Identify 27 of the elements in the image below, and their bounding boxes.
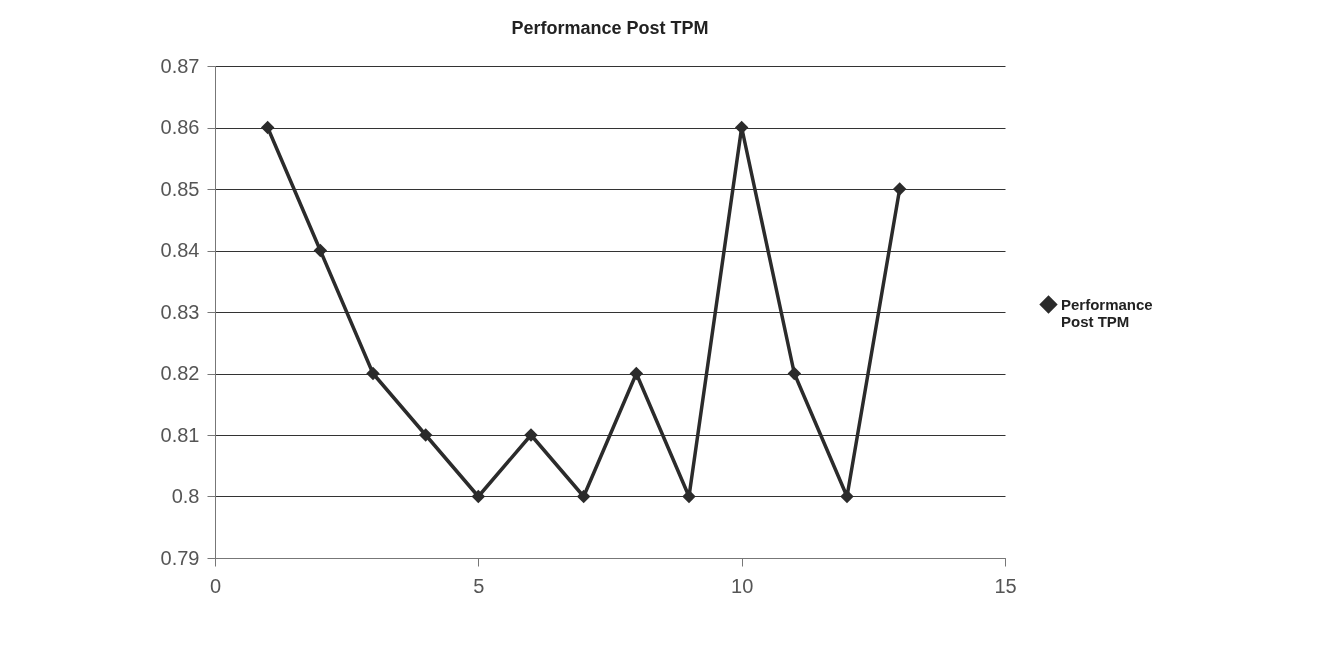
y-tick-label: 0.84 [160,239,200,261]
y-tick-label: 0.87 [160,54,200,77]
y-tick-label: 0.83 [160,300,200,323]
y-tick-label: 0.86 [160,116,200,138]
point [734,120,749,135]
point [524,428,538,442]
x-tick-label: 10 [731,574,754,597]
y-tick-label: 0.79 [160,546,200,569]
x-tick-label: 0 [209,574,222,597]
y-tick-label: 0.85 [160,177,200,200]
point [576,489,591,504]
point [787,366,802,381]
point [366,366,380,381]
point [892,182,907,196]
point [418,428,433,442]
point [471,489,486,504]
point [840,489,854,504]
point [260,120,275,135]
point [629,366,644,381]
x-tick-label: 5 [473,574,485,597]
y-tick-label: 0.82 [160,362,200,384]
x-tick-label: 15 [994,574,1017,597]
point [313,243,328,258]
legend-label: Performance Post TPM [1061,295,1153,330]
chart-title: Performance Post TPM [511,18,709,38]
y-tick-label: 0.81 [160,423,200,446]
y-tick-label: 0.8 [171,485,200,507]
